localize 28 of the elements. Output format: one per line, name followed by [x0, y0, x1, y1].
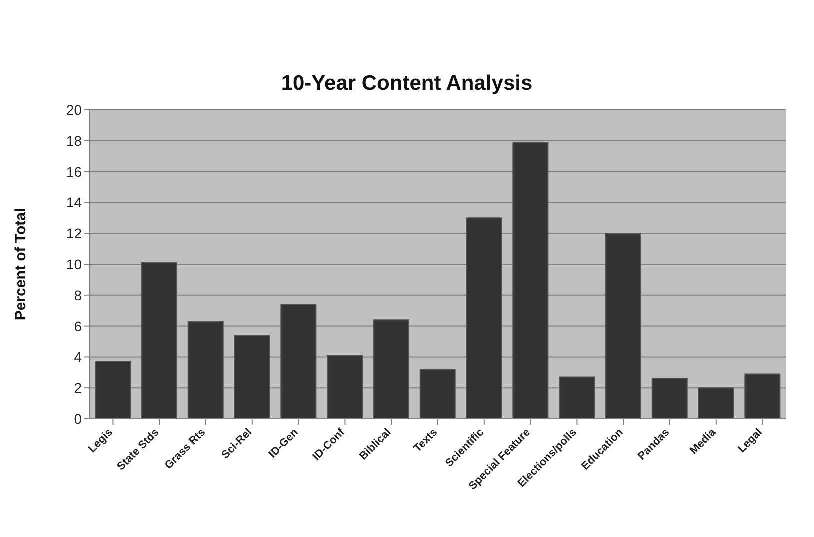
y-axis-title: Percent of Total [12, 208, 30, 321]
bar [512, 142, 549, 419]
bar [373, 320, 410, 419]
bar [744, 374, 781, 419]
bar [420, 369, 456, 419]
bar [559, 376, 596, 419]
bar [605, 233, 642, 419]
bar [327, 355, 364, 419]
bar [95, 361, 132, 419]
y-tick-label: 12 [66, 226, 82, 242]
bar [234, 335, 270, 419]
y-tick-label: 0 [74, 410, 82, 427]
y-tick-label: 4 [74, 349, 82, 366]
y-tick-label: 18 [66, 132, 82, 149]
y-tick-label: 20 [66, 102, 82, 118]
bar [466, 218, 502, 419]
bar [280, 304, 317, 419]
bar [652, 378, 688, 419]
y-tick-label: 2 [74, 380, 82, 396]
y-tick-label: 14 [66, 194, 82, 211]
y-tick-label: 16 [66, 164, 82, 180]
chart-title: 10-Year Content Analysis [280, 72, 534, 96]
y-tick-label: 6 [74, 318, 82, 334]
bar [141, 262, 178, 419]
bar [698, 388, 734, 419]
y-tick-label: 8 [74, 287, 82, 304]
y-tick-label: 10 [66, 256, 82, 272]
bar [188, 321, 224, 419]
